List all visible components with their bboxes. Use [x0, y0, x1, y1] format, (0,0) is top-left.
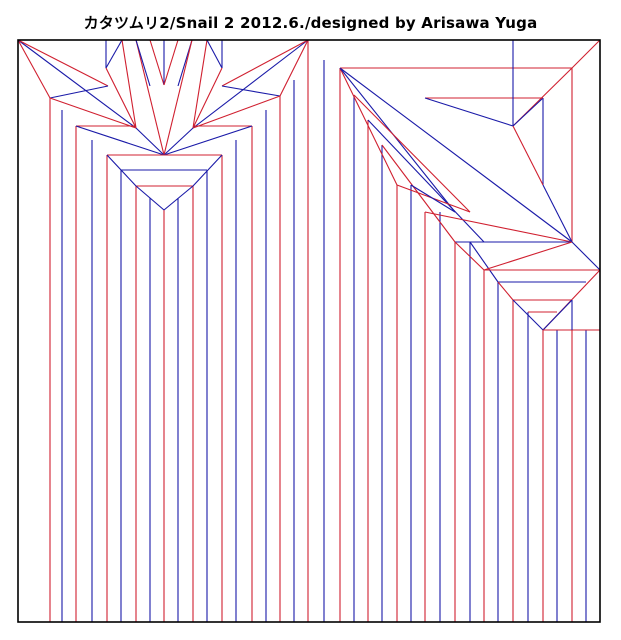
- left-vertical-pleats: [50, 40, 308, 622]
- right-vertical-pleats: [324, 60, 586, 622]
